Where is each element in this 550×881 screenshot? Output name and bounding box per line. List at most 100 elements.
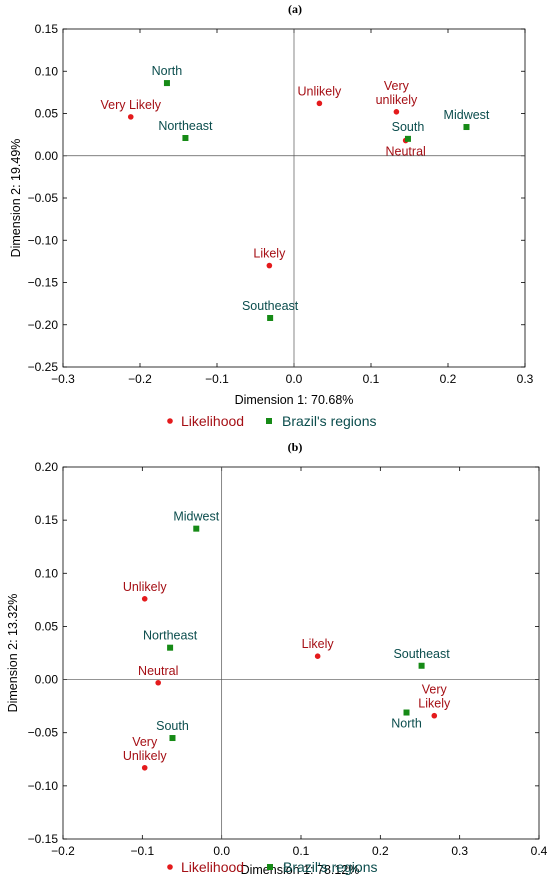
panel-a-y-ticks: −0.25 −0.20 −0.15 −0.10 −0.05 0.00 0.05 0.10 0.1… — [28, 22, 525, 374]
panel-b-legend-regions: Brazil's regions — [283, 859, 378, 875]
panel-b-point-south — [169, 735, 176, 742]
panel-b-point-northeast — [167, 644, 174, 651]
panel-a-y-tick-label: 0.00 — [35, 149, 59, 163]
panel-b-legend: Likelihood Brazil's regions — [167, 859, 378, 875]
panel-b-plot-frame — [62, 466, 540, 840]
panel-a-point-label-neutral: Neutral — [386, 145, 426, 159]
panel-b-point-label-neutral: Neutral — [138, 664, 178, 678]
panel-a-y-tick-label: 0.05 — [35, 107, 59, 121]
panel-a-point-label-unlikely: Unlikely — [298, 84, 343, 98]
panel-b-zero-lines — [63, 467, 539, 839]
panel-a-zero-lines — [63, 29, 525, 367]
panel-a-x-tick-label: −0.2 — [128, 372, 152, 386]
panel-a-point-label-south: South — [392, 120, 425, 134]
panel-b-point-label-likely: Likely — [302, 637, 335, 651]
panel-a-x-tick-label: 0.0 — [286, 372, 303, 386]
panel-b-x-tick-label: 0.1 — [293, 844, 310, 858]
panel-a-x-ticks: −0.3 −0.2 −0.1 0.0 0.1 0.2 0.3 — [51, 29, 534, 386]
panel-a-point-very-likely — [127, 114, 134, 120]
panel-b-point-label-midwest: Midwest — [173, 510, 219, 524]
panel-a-point-northeast — [182, 135, 189, 142]
panel-b-point-midwest — [193, 525, 200, 532]
panel-b-x-ticks: −0.2 −0.1 0.0 0.1 0.2 0.3 0.4 — [51, 467, 548, 858]
panel-a-y-tick-label: −0.20 — [28, 318, 59, 332]
panel-b-point-label-very-unlikely: Very — [132, 735, 158, 749]
panel-b-y-tick-label: 0.05 — [35, 619, 59, 633]
panel-b-point-label-north: North — [391, 717, 422, 731]
panel-b-y-tick-label: 0.10 — [35, 566, 59, 580]
panel-a-y-tick-label: 0.15 — [35, 22, 59, 36]
panel-a-x-tick-label: 0.3 — [517, 372, 534, 386]
panel-b-y-tick-label: 0.20 — [35, 460, 59, 474]
panel-b-x-tick-label: 0.0 — [213, 844, 230, 858]
panel-b-point-label-very-likely: Likely — [418, 697, 451, 711]
panel-a-y-tick-label: −0.25 — [28, 360, 59, 374]
panel-b-legend-likelihood: Likelihood — [181, 859, 244, 875]
panel-a-x-axis-title: Dimension 1: 70.68% — [235, 393, 354, 407]
panel-a-point-very-unlikely — [393, 109, 400, 115]
panel-b-point-label-northeast: Northeast — [143, 629, 198, 643]
panel-b-point-very-likely — [431, 712, 438, 719]
panel-a-point-likely — [266, 262, 273, 269]
panel-a-point-label-northeast: Northeast — [158, 119, 213, 133]
panel-b-y-ticks: −0.15 −0.10 −0.05 0.00 0.05 0.10 0.15 0.20 — [28, 460, 539, 846]
panel-a-y-tick-label: −0.10 — [28, 233, 59, 247]
panel-b-y-tick-label: −0.05 — [28, 726, 59, 740]
panel-b-point-label-very-likely: Very — [422, 683, 448, 697]
panel-b-point-label-unlikely: Unlikely — [123, 580, 168, 594]
panel-a-point-unlikely — [316, 100, 323, 107]
panel-a-point-label-north: North — [152, 64, 183, 78]
panel-b-title: (b) — [288, 440, 303, 454]
panel-b-point-label-south: South — [156, 719, 189, 733]
panel-a-point-southeast — [267, 314, 274, 321]
panel-b-points: UnlikelyNeutralVeryUnlikelyLikelyVeryLik… — [123, 510, 451, 771]
panel-a-point-label-very-unlikely: Very — [384, 79, 410, 93]
panel-b-point-label-very-unlikely: Unlikely — [123, 749, 168, 763]
panel-a-legend-regions-marker — [266, 418, 272, 424]
panel-a-legend-likelihood: Likelihood — [181, 413, 244, 429]
panel-b-point-neutral — [155, 679, 161, 686]
panel-a-point-label-very-likely: Very Likely — [101, 98, 162, 112]
panel-b-y-axis-title: Dimension 2: 13.32% — [6, 594, 20, 713]
panel-b-point-north — [403, 709, 410, 716]
panel-b-x-tick-label: −0.2 — [51, 844, 75, 858]
panel-a-x-tick-label: 0.2 — [440, 372, 457, 386]
panel-b-point-likely — [314, 653, 321, 659]
panel-b-point-southeast — [418, 662, 425, 669]
panel-a-x-tick-label: 0.1 — [363, 372, 380, 386]
panel-a-point-label-very-unlikely: unlikely — [376, 93, 418, 107]
panel-b-legend-regions-marker — [267, 864, 273, 870]
panel-b-y-tick-label: 0.15 — [35, 513, 59, 527]
panel-a-point-label-midwest: Midwest — [444, 108, 490, 122]
panel-a-title: (a) — [288, 2, 302, 16]
panel-a-point-label-southeast: Southeast — [242, 299, 299, 313]
panel-a: (a) −0.3 −0.2 −0.1 0.0 0.1 0.2 0.3 −0.25−0.20−… — [9, 2, 534, 429]
panel-b-x-tick-label: 0.2 — [372, 844, 389, 858]
panel-b-x-tick-label: −0.1 — [130, 844, 154, 858]
panel-a-point-north — [163, 80, 170, 87]
panel-a-y-axis-title: Dimension 2: 19.49% — [9, 139, 23, 258]
panel-a-y-tick-label: 0.10 — [35, 64, 59, 78]
panel-a-y-tick-label: −0.15 — [28, 276, 59, 290]
panel-b-y-tick-label: −0.15 — [28, 832, 59, 846]
panel-a-legend-likelihood-marker — [167, 418, 173, 424]
panel-b-point-very-unlikely — [141, 764, 148, 771]
panel-b-point-label-southeast: Southeast — [393, 647, 450, 661]
panel-a-x-tick-label: −0.3 — [51, 372, 75, 386]
panel-b-point-unlikely — [141, 595, 148, 602]
panel-b-y-tick-label: −0.10 — [28, 779, 59, 793]
panel-a-legend-regions: Brazil's regions — [282, 413, 377, 429]
panel-a-legend: Likelihood Brazil's regions — [167, 413, 377, 429]
panel-b-x-tick-label: 0.4 — [531, 844, 548, 858]
panel-b-x-tick-label: 0.3 — [451, 844, 468, 858]
panel-b-y-tick-label: 0.00 — [35, 673, 59, 687]
panel-a-point-south — [404, 135, 411, 142]
panel-b-legend-likelihood-marker — [167, 864, 173, 870]
panel-a-point-midwest — [463, 124, 470, 131]
panel-a-y-tick-label: −0.05 — [28, 191, 59, 205]
panel-a-x-tick-label: −0.1 — [205, 372, 229, 386]
panel-b: (b) −0.2 −0.1 0.0 0.1 0.2 0.3 0.4 −0.15−0.10−0… — [6, 440, 548, 877]
panel-a-point-label-likely: Likely — [253, 247, 286, 261]
